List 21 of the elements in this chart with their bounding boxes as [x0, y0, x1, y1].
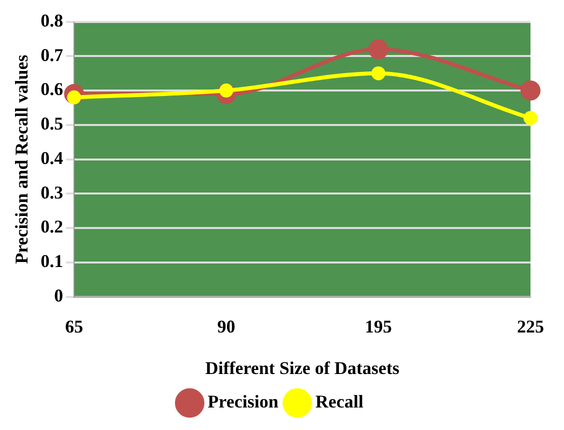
y-tick-label: 0.6 — [40, 79, 64, 100]
y-tick-label: 0.2 — [40, 216, 64, 237]
point — [520, 80, 540, 101]
point — [371, 66, 386, 80]
y-tick-label: 0.8 — [40, 10, 64, 30]
x-tick-label: 225 — [517, 316, 544, 336]
x-tick-label: 195 — [364, 316, 392, 336]
x-axis-title: Different Size of Datasets — [205, 358, 400, 378]
y-tick-label: 0.5 — [40, 114, 64, 134]
y-tick-label: 0.7 — [40, 44, 64, 65]
y-tick-label: 0.3 — [40, 182, 64, 202]
y-tick-label: 0.4 — [40, 148, 64, 168]
y-tick-label: 0 — [54, 285, 64, 306]
point — [368, 39, 388, 60]
x-tick-label: 90 — [217, 316, 236, 336]
y-axis-title: Precision and Recall values — [11, 54, 32, 264]
y-tick-label: 0.1 — [40, 251, 64, 272]
legend-label: Recall — [315, 392, 364, 412]
point — [524, 111, 538, 126]
x-tick-label: 65 — [65, 316, 84, 336]
legend-label: Precision — [208, 392, 278, 412]
